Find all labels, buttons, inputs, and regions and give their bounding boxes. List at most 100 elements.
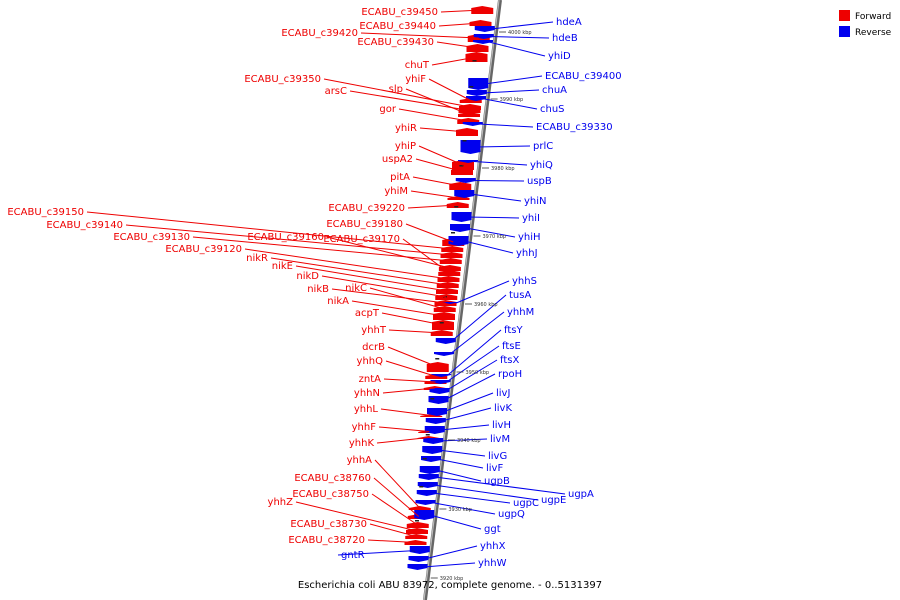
gene-label-reverse[interactable]: ugpE: [541, 495, 566, 506]
gene-label-reverse[interactable]: yhhM: [507, 307, 534, 318]
gene-label-forward[interactable]: yhiR: [395, 123, 417, 134]
gene-label-reverse[interactable]: yhiD: [548, 51, 571, 62]
gene-label-forward[interactable]: ECABU_c39430: [357, 37, 434, 48]
gene-label-reverse[interactable]: yhhX: [480, 541, 506, 552]
gene-label-forward[interactable]: ECABU_c39160: [247, 232, 324, 243]
gene-label-forward[interactable]: chuT: [405, 60, 430, 71]
gene-label-reverse[interactable]: livF: [486, 463, 503, 474]
gene-leader-forward: [398, 108, 469, 122]
gene-label-reverse[interactable]: hdeB: [552, 33, 578, 44]
gene-label-forward[interactable]: ECABU_c39130: [113, 232, 190, 243]
gene-label-reverse[interactable]: ftsX: [500, 355, 519, 366]
gene-label-forward[interactable]: nikA: [327, 296, 349, 307]
gene-label-forward[interactable]: nikD: [296, 271, 319, 282]
gene-label-forward[interactable]: yhiF: [405, 74, 426, 85]
gene-feature-reverse: [450, 224, 470, 232]
gene-feature-reverse: [454, 190, 475, 198]
gene-label-forward[interactable]: nikR: [246, 253, 268, 264]
gene-label-reverse[interactable]: chuS: [540, 104, 565, 115]
gene-leader-forward: [321, 275, 447, 298]
gene-label-forward[interactable]: yhhK: [349, 438, 375, 449]
gene-leader-forward: [418, 145, 464, 166]
gene-label-forward[interactable]: yhhN: [354, 388, 380, 399]
gene-label-forward[interactable]: ECABU_c38750: [292, 489, 369, 500]
gene-label-reverse[interactable]: livM: [490, 434, 510, 445]
gene-label-forward[interactable]: ECABU_c39140: [46, 220, 123, 231]
gene-label-forward[interactable]: yhiP: [395, 141, 416, 152]
gene-label-forward[interactable]: ECABU_c39350: [244, 74, 321, 85]
gene-label-forward[interactable]: yhhF: [352, 422, 377, 433]
gene-label-reverse[interactable]: ugpQ: [498, 509, 525, 520]
gene-label-reverse[interactable]: yhiQ: [530, 160, 553, 171]
gene-label-forward[interactable]: yhhL: [354, 404, 379, 415]
gene-label-forward[interactable]: ECABU_c38760: [294, 473, 371, 484]
gene-label-reverse[interactable]: ggt: [484, 524, 501, 535]
gene-label-reverse[interactable]: ECABU_c39330: [536, 122, 613, 133]
gene-label-reverse[interactable]: ECABU_c39400: [545, 71, 622, 82]
gene-label-reverse[interactable]: hdeA: [556, 17, 582, 28]
gene-label-reverse[interactable]: yhiN: [524, 196, 547, 207]
gene-label-reverse[interactable]: rpoH: [498, 369, 522, 380]
gene-leader-forward: [376, 437, 429, 444]
gene-label-reverse[interactable]: yhhJ: [516, 248, 538, 259]
gene-label-forward[interactable]: slp: [389, 84, 403, 95]
gene-leader-forward: [374, 459, 421, 509]
gene-leader-forward: [378, 426, 430, 432]
gene-label-forward[interactable]: ECABU_c39150: [7, 207, 84, 218]
gene-label-forward[interactable]: dcrB: [362, 342, 385, 353]
gene-leader-forward: [407, 204, 458, 209]
gene-label-reverse[interactable]: tusA: [509, 290, 531, 301]
gene-label-forward[interactable]: acpT: [355, 308, 380, 319]
gene-label-reverse[interactable]: yhhS: [512, 276, 537, 287]
gene-label-forward[interactable]: yhhA: [347, 455, 373, 466]
gene-feature-reverse: [434, 352, 454, 356]
gene-label-reverse[interactable]: livH: [492, 420, 511, 431]
gene-label-forward[interactable]: nikE: [272, 261, 293, 272]
gene-label-reverse[interactable]: yhhW: [478, 558, 507, 569]
gene-label-forward[interactable]: ECABU_c39120: [165, 244, 242, 255]
gene-label-forward[interactable]: ECABU_c39420: [281, 28, 358, 39]
gene-leader-forward: [402, 238, 450, 274]
gene-leader-reverse: [481, 98, 538, 110]
gene-label-forward[interactable]: ECABU_c39220: [328, 203, 405, 214]
gene-label-forward[interactable]: yhhQ: [357, 356, 384, 367]
gene-label-reverse[interactable]: ugpC: [513, 498, 539, 509]
gene-label-reverse[interactable]: ftsY: [504, 325, 523, 336]
gene-label-forward[interactable]: nikB: [307, 284, 329, 295]
gene-label-reverse[interactable]: ftsE: [502, 341, 521, 352]
gene-label-forward[interactable]: nikC: [345, 283, 367, 294]
gene-leader-forward: [415, 158, 463, 172]
gene-leader-forward: [405, 223, 454, 243]
gene-label-forward[interactable]: ECABU_c39170: [323, 234, 400, 245]
gene-label-forward[interactable]: yhhT: [361, 325, 387, 336]
gene-label-reverse[interactable]: prlC: [533, 141, 553, 152]
gene-label-forward[interactable]: uspA2: [382, 154, 413, 165]
gene-label-forward[interactable]: zntA: [359, 374, 382, 385]
gene-label-reverse[interactable]: livG: [488, 451, 507, 462]
position-tick-label: 3940 kbp: [457, 438, 481, 444]
gene-label-forward[interactable]: ECABU_c38720: [288, 535, 365, 546]
gene-leader-reverse: [442, 392, 494, 413]
gene-label-reverse[interactable]: yhiI: [522, 213, 540, 224]
gene-label-forward[interactable]: gor: [379, 104, 396, 115]
gene-label-forward[interactable]: pitA: [390, 172, 410, 183]
gene-label-forward[interactable]: yhiM: [384, 186, 408, 197]
gene-label-reverse[interactable]: yhiH: [518, 232, 541, 243]
gene-feature-reverse: [414, 510, 435, 520]
gene-label-reverse[interactable]: ugpB: [484, 476, 510, 487]
gene-leader-forward: [436, 41, 478, 49]
gene-label-forward[interactable]: ECABU_c39440: [359, 21, 436, 32]
gene-leader-reverse: [434, 476, 566, 495]
gene-label-forward[interactable]: yhhZ: [268, 497, 294, 508]
gene-label-forward[interactable]: ECABU_c39450: [361, 7, 438, 18]
gene-label-forward[interactable]: ECABU_c38730: [290, 519, 367, 530]
gene-label-reverse[interactable]: chuA: [542, 85, 567, 96]
gene-label-reverse[interactable]: livJ: [496, 388, 510, 399]
gene-label-reverse[interactable]: livK: [494, 403, 512, 414]
legend-reverse-label: Reverse: [855, 28, 892, 38]
gene-label-reverse[interactable]: gntR: [341, 550, 365, 561]
gene-label-forward[interactable]: ECABU_c39180: [326, 219, 403, 230]
gene-label-reverse[interactable]: uspB: [527, 176, 552, 187]
gene-label-forward[interactable]: arsC: [325, 86, 347, 97]
gene-label-reverse[interactable]: ugpA: [568, 489, 594, 500]
